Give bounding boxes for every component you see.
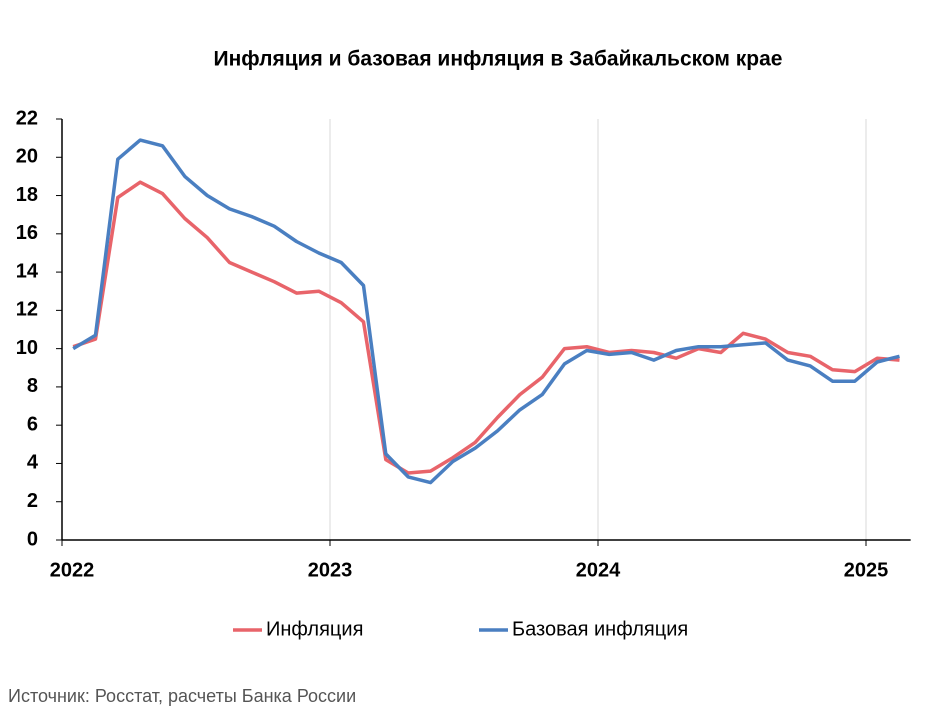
y-tick-label: 6: [27, 413, 38, 435]
source-note: Источник: Росстат, расчеты Банка России: [8, 686, 356, 706]
x-tick-label: 2023: [308, 559, 353, 581]
legend-label: Базовая инфляция: [512, 618, 688, 640]
y-tick-label: 14: [16, 260, 39, 282]
y-tick-label: 0: [27, 528, 38, 550]
y-tick-label: 12: [16, 299, 38, 321]
y-tick-label: 16: [16, 222, 38, 244]
y-tick-label: 4: [27, 452, 39, 474]
y-tick-label: 10: [16, 337, 38, 359]
x-tick-label: 2022: [50, 559, 95, 581]
x-tick-label: 2024: [576, 559, 621, 581]
series-line: [72, 138, 900, 485]
y-tick-label: 18: [16, 184, 38, 206]
x-tick-label: 2025: [844, 559, 889, 581]
y-tick-label: 8: [27, 375, 38, 397]
chart-title: Инфляция и базовая инфляция в Забайкальс…: [214, 48, 783, 71]
y-tick-label: 20: [16, 146, 38, 168]
legend-label: Инфляция: [266, 618, 363, 640]
series-line: [72, 180, 900, 475]
y-tick-label: 2: [27, 490, 38, 512]
y-tick-label: 22: [16, 107, 38, 129]
